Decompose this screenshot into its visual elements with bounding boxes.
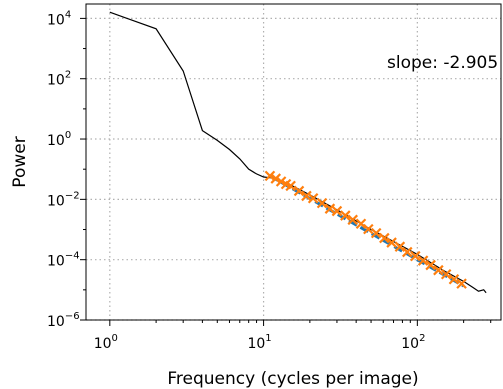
y-tick-label: 10−2 bbox=[47, 190, 80, 209]
fit-point-marker bbox=[394, 241, 406, 252]
fit-point-marker bbox=[293, 185, 305, 197]
fit-point-marker bbox=[316, 197, 328, 209]
fit-point-marker bbox=[307, 192, 319, 204]
y-tick-label: 10−4 bbox=[47, 251, 80, 270]
grid-lines bbox=[86, 4, 501, 321]
y-tick-label: 102 bbox=[47, 70, 71, 89]
fit-point-marker bbox=[270, 173, 282, 184]
fit-point-marker bbox=[301, 190, 312, 202]
fit-point-marker bbox=[448, 273, 460, 285]
fit-point-marker bbox=[425, 259, 436, 271]
fit-point-marker bbox=[410, 250, 421, 262]
x-tick-label: 102 bbox=[401, 333, 425, 352]
fit-point-marker bbox=[324, 203, 336, 214]
y-axis-title: Power bbox=[10, 136, 30, 187]
y-tick-label: 100 bbox=[47, 130, 71, 149]
fit-point-marker bbox=[331, 205, 343, 217]
fit-point-marker bbox=[347, 214, 359, 226]
x-axis-title: Frequency (cycles per image) bbox=[167, 369, 418, 389]
data-layer bbox=[109, 11, 487, 294]
fit-point-marker bbox=[379, 232, 390, 244]
y-tick-label: 104 bbox=[47, 9, 71, 28]
fit-point-marker bbox=[370, 227, 382, 239]
plot-frame bbox=[85, 3, 502, 321]
y-tick-label: 10−6 bbox=[47, 311, 80, 330]
fit-point-marker bbox=[433, 264, 444, 276]
fit-point-marker bbox=[417, 255, 429, 266]
x-tick-label: 100 bbox=[94, 333, 118, 352]
fit-point-marker bbox=[386, 237, 397, 248]
fit-point-marker bbox=[264, 170, 276, 182]
tick-layer: 100 101 102 10−6 10−4 10−2 100 102 104 bbox=[47, 9, 492, 352]
slope-annotation: slope: -2.905 bbox=[387, 53, 498, 73]
fit-point-marker bbox=[363, 223, 374, 235]
fit-point-marker bbox=[355, 218, 367, 230]
fit-point-marker bbox=[456, 278, 467, 289]
fit-point-marker bbox=[401, 246, 413, 258]
fit-point-marker bbox=[340, 210, 351, 221]
fit-point-marker bbox=[440, 268, 452, 280]
x-tick-label: 101 bbox=[247, 333, 271, 352]
fit-point-marker bbox=[285, 180, 296, 192]
